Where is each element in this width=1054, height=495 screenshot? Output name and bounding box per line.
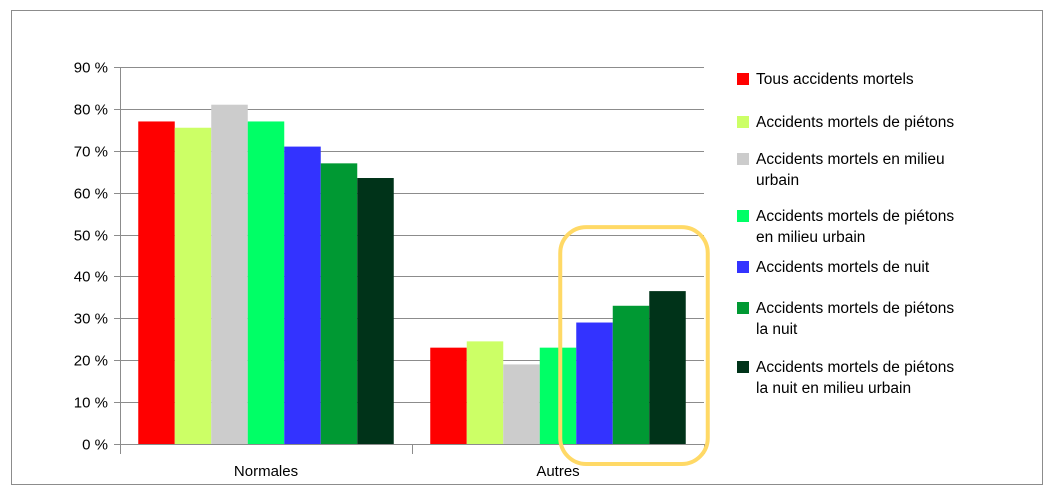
bar-normales-series-3 <box>211 104 248 444</box>
bar-autres-series-7 <box>649 291 686 444</box>
y-tick-label: 20 % <box>74 353 108 370</box>
y-tick-label: 0 % <box>82 437 108 454</box>
legend-swatch <box>737 302 749 314</box>
bar-autres-series-1 <box>430 347 467 444</box>
y-tick-label: 90 % <box>74 60 108 77</box>
legend-swatch <box>737 73 749 85</box>
bar-autres-series-5 <box>576 322 613 444</box>
y-tick-label: 10 % <box>74 395 108 412</box>
legend-label: Accidents mortels de piétons <box>756 359 954 376</box>
legend: Tous accidents mortels Accidents mortels … <box>737 71 954 397</box>
highlight-box <box>558 225 710 466</box>
highlight-group <box>558 225 710 466</box>
legend-label: Accidents mortels de piétons <box>756 208 954 225</box>
bar-normales-series-2 <box>174 127 212 444</box>
legend-label: urbain <box>756 172 799 189</box>
y-tick-label: 80 % <box>74 102 108 119</box>
bar-normales-series-4 <box>247 121 285 444</box>
y-tick-label: 40 % <box>74 269 108 286</box>
legend-swatch <box>737 116 749 128</box>
legend-swatch <box>737 153 749 165</box>
legend-label: la nuit <box>756 321 798 338</box>
legend-label: Accidents mortels en milieu <box>756 151 945 168</box>
x-tick-label: Normales <box>234 463 298 480</box>
x-tick-label: Autres <box>536 463 579 480</box>
legend-label: Accidents mortels de piétons <box>756 300 954 317</box>
legend-label: Accidents mortels de nuit <box>756 259 930 276</box>
bar-normales-series-5 <box>284 146 321 445</box>
legend-label: Accidents mortels de piétons <box>756 114 954 131</box>
bar-autres-series-2 <box>466 341 504 444</box>
bar-autres-series-3 <box>503 364 540 444</box>
y-tick-label: 30 % <box>74 311 108 328</box>
y-tick-label: 60 % <box>74 186 108 203</box>
axes <box>114 67 705 454</box>
tick-labels: 0 % 10 % 20 % 30 % 40 % 50 % 60 % 70 % 80 % 90 % N… <box>74 60 580 481</box>
bar-autres-series-4 <box>539 347 577 444</box>
legend-swatch <box>737 361 749 373</box>
legend-label: en milieu urbain <box>756 229 865 246</box>
bars <box>138 104 686 445</box>
bar-normales-series-1 <box>138 121 175 444</box>
y-tick-label: 50 % <box>74 228 108 245</box>
bar-normales-series-7 <box>357 178 394 444</box>
legend-swatch <box>737 210 749 222</box>
y-tick-label: 70 % <box>74 144 108 161</box>
legend-swatch <box>737 261 749 273</box>
bar-normales-series-6 <box>320 163 358 444</box>
bar-autres-series-6 <box>612 305 650 444</box>
legend-label: la nuit en milieu urbain <box>756 380 911 397</box>
legend-label: Tous accidents mortels <box>756 71 914 88</box>
